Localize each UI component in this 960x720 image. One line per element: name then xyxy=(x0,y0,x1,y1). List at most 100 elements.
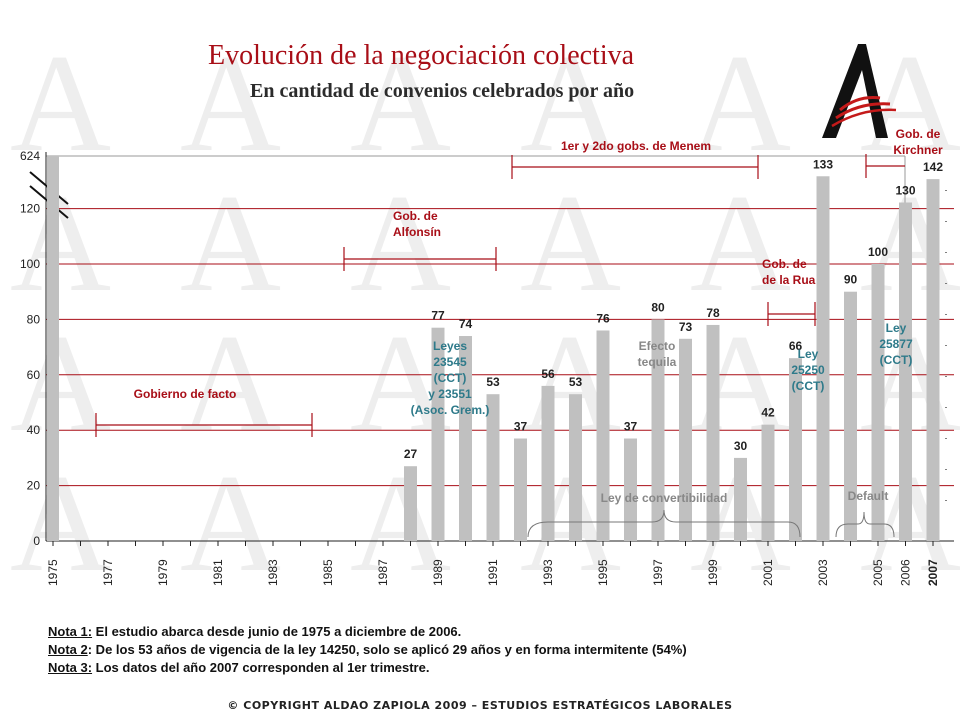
y-tick-label: 624 xyxy=(20,149,40,163)
bar-2004 xyxy=(844,291,857,541)
annotation-menem: 1er y 2do gobs. de Menem xyxy=(561,139,711,153)
annotation-ley-25877: 25877 xyxy=(879,337,913,351)
bar-1975 xyxy=(47,156,59,541)
x-tick-label: 1991 xyxy=(486,559,500,586)
x-tick-label: 1981 xyxy=(211,559,225,586)
y-tick-label: 40 xyxy=(27,423,41,437)
data-label-2006: 130 xyxy=(895,184,915,198)
y-tick-label: 60 xyxy=(27,368,41,382)
data-label-2000: 30 xyxy=(734,439,748,453)
data-label-2002: 66 xyxy=(789,339,803,353)
annotation-alfonsin: Gob. de xyxy=(393,209,438,223)
bar-1993 xyxy=(541,385,555,541)
y-tick-label: 20 xyxy=(27,479,41,493)
bar-2000 xyxy=(734,457,747,541)
x-tick-label: 2001 xyxy=(761,559,775,586)
annotation-leyes-23545: y 23551 xyxy=(428,387,472,401)
bar-2001 xyxy=(761,424,775,541)
annotation-ley-convertibilidad: Ley de convertibilidad xyxy=(601,491,728,505)
note-2-label: Nota 2 xyxy=(48,642,88,657)
x-tick-label: 1989 xyxy=(431,559,445,586)
bar-1999 xyxy=(706,324,720,541)
notes-block: Nota 1: El estudio abarca desde junio de… xyxy=(48,623,687,677)
x-tick-label: 1985 xyxy=(321,559,335,586)
x-tick-label: 1979 xyxy=(156,559,170,586)
note-3: Nota 3: Los datos del año 2007 correspon… xyxy=(48,659,687,677)
annotation-ley-25877: Ley xyxy=(886,321,907,335)
data-label-1994: 53 xyxy=(569,375,583,389)
annotation-alfonsin: Alfonsín xyxy=(393,225,441,239)
annotation-ley-25250: (CCT) xyxy=(792,379,825,393)
x-tick-label: 1975 xyxy=(46,559,60,586)
x-tick-label: 1995 xyxy=(596,559,610,586)
annotation-gobierno-de-facto: Gobierno de facto xyxy=(134,387,237,401)
annotation-leyes-23545: (CCT) xyxy=(434,371,467,385)
data-label-1989: 77 xyxy=(431,309,445,323)
x-tick-label: 2005 xyxy=(871,559,885,586)
annotation-leyes-23545: Leyes xyxy=(433,339,467,353)
x-tick-label: 1987 xyxy=(376,559,390,586)
bar-1995 xyxy=(596,330,610,541)
x-tick-label: 2006 xyxy=(899,559,913,586)
bar-1996 xyxy=(624,438,637,541)
annotation-ley-25250: Ley xyxy=(798,347,819,361)
y-tick-label: 100 xyxy=(20,257,40,271)
bar-1990 xyxy=(459,336,472,541)
bar-2003 xyxy=(816,176,830,541)
data-label-2005: 100 xyxy=(868,245,888,259)
note-2-text: : De los 53 años de vigencia de la ley 1… xyxy=(87,642,687,657)
data-label-1993: 56 xyxy=(541,367,555,381)
data-label-2004: 90 xyxy=(844,273,858,287)
note-1-label: Nota 1: xyxy=(48,624,93,639)
data-label-1990: 74 xyxy=(459,317,473,331)
annotation-leyes-23545: 23545 xyxy=(433,355,467,369)
note-3-text: Los datos del año 2007 corresponden al 1… xyxy=(92,660,430,675)
bar-2005 xyxy=(871,264,885,541)
bar-2007 xyxy=(926,179,940,541)
bar-1992 xyxy=(514,438,527,541)
brace-convertibilidad xyxy=(527,509,801,538)
y-tick-label: 0 xyxy=(33,534,40,548)
annotation-efecto-tequila: Efecto xyxy=(639,339,676,353)
annotation-de-la-rua: Gob. de xyxy=(762,257,807,271)
data-label-2003: 133 xyxy=(813,157,833,171)
annotation-kirchner: Gob. de xyxy=(896,127,941,141)
chart-title: Evolución de la negociación colectiva xyxy=(208,40,635,71)
annotation-efecto-tequila: tequila xyxy=(638,355,677,369)
note-2: Nota 2: De los 53 años de vigencia de la… xyxy=(48,641,687,659)
chart-subtitle: En cantidad de convenios celebrados por … xyxy=(250,80,635,102)
bar-1997 xyxy=(651,319,665,541)
bar-1994 xyxy=(569,394,582,541)
x-tick-label: 2007 xyxy=(926,559,940,586)
annotation-kirchner: Kirchner xyxy=(893,143,943,157)
x-tick-label: 1997 xyxy=(651,559,665,586)
annotation-leyes-23545: (Asoc. Grem.) xyxy=(411,403,490,417)
y-tick-label: 80 xyxy=(27,312,41,326)
brace-default xyxy=(835,511,895,538)
data-label-1996: 37 xyxy=(624,420,638,434)
x-tick-label: 1983 xyxy=(266,559,280,586)
x-tick-label: 1977 xyxy=(101,559,115,586)
data-label-1992: 37 xyxy=(514,420,528,434)
x-tick-label: 1993 xyxy=(541,559,555,586)
data-label-1991: 53 xyxy=(486,375,500,389)
bar-1998 xyxy=(679,338,692,541)
bar-1991 xyxy=(486,394,500,541)
note-1: Nota 1: El estudio abarca desde junio de… xyxy=(48,623,687,641)
x-tick-label: 2003 xyxy=(816,559,830,586)
note-3-label: Nota 3: xyxy=(48,660,93,675)
data-label-1999: 78 xyxy=(706,306,720,320)
data-label-1995: 76 xyxy=(596,311,610,325)
bar-2006 xyxy=(899,202,912,542)
x-tick-label: 1999 xyxy=(706,559,720,586)
data-label-1988: 27 xyxy=(404,447,418,461)
bar-1988 xyxy=(404,466,417,541)
y-tick-label: 120 xyxy=(20,202,40,216)
annotation-ley-25877: (CCT) xyxy=(880,353,913,367)
copyright-footer: © COPYRIGHT ALDAO ZAPIOLA 2009 – ESTUDIO… xyxy=(227,699,733,712)
annotation-de-la-rua: de la Rua xyxy=(762,273,816,287)
data-label-2001: 42 xyxy=(761,406,775,420)
brand-logo xyxy=(822,44,897,138)
data-label-2007: 142 xyxy=(923,160,943,174)
